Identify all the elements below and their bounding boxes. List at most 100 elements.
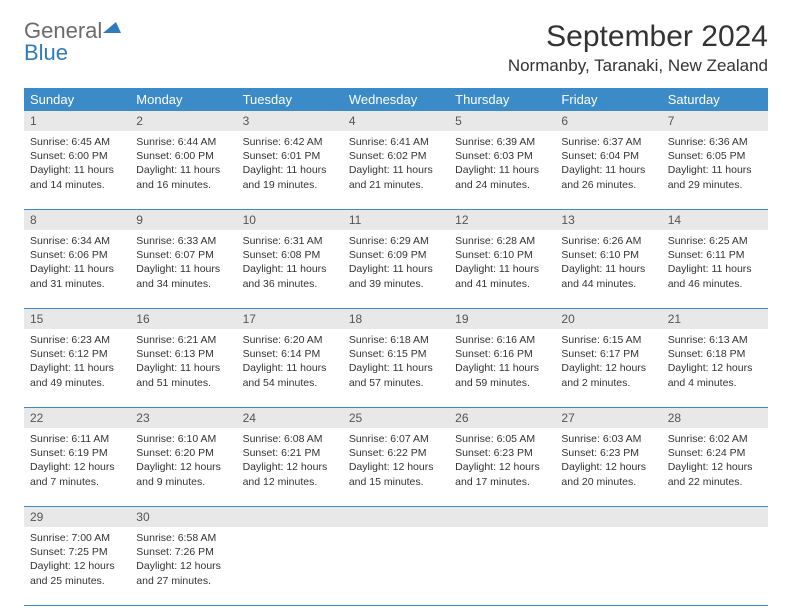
sunset: Sunset: 6:06 PM: [30, 248, 124, 262]
day-number: 1: [24, 111, 130, 131]
day-details: Sunrise: 6:26 AMSunset: 6:10 PMDaylight:…: [561, 234, 655, 291]
logo: General Blue: [24, 20, 121, 64]
empty-cell: [662, 527, 768, 605]
sunrise: Sunrise: 6:18 AM: [349, 333, 443, 347]
empty-cell: [237, 527, 343, 605]
daylight-line1: Daylight: 11 hours: [668, 163, 762, 177]
daylight-line1: Daylight: 11 hours: [30, 361, 124, 375]
daynum-row: 2930: [24, 507, 768, 527]
daylight-line1: Daylight: 11 hours: [455, 262, 549, 276]
sunrise: Sunrise: 6:39 AM: [455, 135, 549, 149]
location: Normanby, Taranaki, New Zealand: [508, 56, 768, 76]
sunrise: Sunrise: 6:26 AM: [561, 234, 655, 248]
daylight-line1: Daylight: 11 hours: [30, 163, 124, 177]
daylight-line2: and 29 minutes.: [668, 178, 762, 192]
daylight-line2: and 49 minutes.: [30, 376, 124, 390]
sunrise: Sunrise: 6:33 AM: [136, 234, 230, 248]
day-number: 13: [555, 210, 661, 230]
empty-cell: [449, 527, 555, 605]
day-number: 10: [237, 210, 343, 230]
daylight-line1: Daylight: 11 hours: [243, 163, 337, 177]
sunset: Sunset: 6:19 PM: [30, 446, 124, 460]
day-cell: Sunrise: 6:58 AMSunset: 7:26 PMDaylight:…: [130, 527, 236, 605]
daylight-line1: Daylight: 11 hours: [243, 361, 337, 375]
daylight-line2: and 19 minutes.: [243, 178, 337, 192]
empty-cell: [343, 527, 449, 605]
daylight-line2: and 15 minutes.: [349, 475, 443, 489]
sunset: Sunset: 6:18 PM: [668, 347, 762, 361]
day-header-cell: Monday: [130, 88, 236, 111]
daylight-line1: Daylight: 12 hours: [136, 460, 230, 474]
sunset: Sunset: 6:14 PM: [243, 347, 337, 361]
sunset: Sunset: 6:10 PM: [561, 248, 655, 262]
day-header-cell: Saturday: [662, 88, 768, 111]
sunset: Sunset: 6:00 PM: [136, 149, 230, 163]
day-cell: Sunrise: 6:18 AMSunset: 6:15 PMDaylight:…: [343, 329, 449, 407]
sunrise: Sunrise: 6:44 AM: [136, 135, 230, 149]
day-number: 27: [555, 408, 661, 428]
day-details: Sunrise: 6:28 AMSunset: 6:10 PMDaylight:…: [455, 234, 549, 291]
header: General Blue September 2024 Normanby, Ta…: [24, 20, 768, 76]
daylight-line1: Daylight: 11 hours: [30, 262, 124, 276]
day-number: 30: [130, 507, 236, 527]
sunrise: Sunrise: 6:08 AM: [243, 432, 337, 446]
sunrise: Sunrise: 6:15 AM: [561, 333, 655, 347]
day-details: Sunrise: 6:41 AMSunset: 6:02 PMDaylight:…: [349, 135, 443, 192]
daylight-line1: Daylight: 12 hours: [668, 361, 762, 375]
day-header-cell: Friday: [555, 88, 661, 111]
daylight-line1: Daylight: 11 hours: [561, 262, 655, 276]
daylight-line2: and 57 minutes.: [349, 376, 443, 390]
day-cell: Sunrise: 6:31 AMSunset: 6:08 PMDaylight:…: [237, 230, 343, 308]
sunrise: Sunrise: 6:21 AM: [136, 333, 230, 347]
sunrise: Sunrise: 6:37 AM: [561, 135, 655, 149]
day-number: 5: [449, 111, 555, 131]
day-cell: Sunrise: 6:33 AMSunset: 6:07 PMDaylight:…: [130, 230, 236, 308]
sunset: Sunset: 6:12 PM: [30, 347, 124, 361]
day-details: Sunrise: 6:45 AMSunset: 6:00 PMDaylight:…: [30, 135, 124, 192]
day-details: Sunrise: 7:00 AMSunset: 7:25 PMDaylight:…: [30, 531, 124, 588]
sunrise: Sunrise: 6:36 AM: [668, 135, 762, 149]
day-number: 2: [130, 111, 236, 131]
day-number: 19: [449, 309, 555, 329]
daylight-line2: and 54 minutes.: [243, 376, 337, 390]
day-cell: Sunrise: 6:08 AMSunset: 6:21 PMDaylight:…: [237, 428, 343, 506]
week-row: Sunrise: 7:00 AMSunset: 7:25 PMDaylight:…: [24, 527, 768, 606]
day-cell: Sunrise: 6:11 AMSunset: 6:19 PMDaylight:…: [24, 428, 130, 506]
sunrise: Sunrise: 6:58 AM: [136, 531, 230, 545]
day-cell: Sunrise: 6:45 AMSunset: 6:00 PMDaylight:…: [24, 131, 130, 209]
day-details: Sunrise: 6:10 AMSunset: 6:20 PMDaylight:…: [136, 432, 230, 489]
sunset: Sunset: 6:04 PM: [561, 149, 655, 163]
daylight-line1: Daylight: 11 hours: [136, 361, 230, 375]
daylight-line1: Daylight: 12 hours: [136, 559, 230, 573]
day-details: Sunrise: 6:25 AMSunset: 6:11 PMDaylight:…: [668, 234, 762, 291]
sunset: Sunset: 6:20 PM: [136, 446, 230, 460]
day-cell: Sunrise: 6:03 AMSunset: 6:23 PMDaylight:…: [555, 428, 661, 506]
day-details: Sunrise: 6:16 AMSunset: 6:16 PMDaylight:…: [455, 333, 549, 390]
day-details: Sunrise: 6:13 AMSunset: 6:18 PMDaylight:…: [668, 333, 762, 390]
day-header-cell: Thursday: [449, 88, 555, 111]
day-number: 22: [24, 408, 130, 428]
sunset: Sunset: 6:05 PM: [668, 149, 762, 163]
day-details: Sunrise: 6:21 AMSunset: 6:13 PMDaylight:…: [136, 333, 230, 390]
day-details: Sunrise: 6:03 AMSunset: 6:23 PMDaylight:…: [561, 432, 655, 489]
daylight-line2: and 31 minutes.: [30, 277, 124, 291]
day-details: Sunrise: 6:36 AMSunset: 6:05 PMDaylight:…: [668, 135, 762, 192]
logo-blue: Blue: [24, 40, 68, 65]
sunrise: Sunrise: 6:11 AM: [30, 432, 124, 446]
daylight-line2: and 12 minutes.: [243, 475, 337, 489]
daylight-line1: Daylight: 12 hours: [30, 559, 124, 573]
day-details: Sunrise: 6:39 AMSunset: 6:03 PMDaylight:…: [455, 135, 549, 192]
daylight-line1: Daylight: 11 hours: [136, 163, 230, 177]
day-details: Sunrise: 6:18 AMSunset: 6:15 PMDaylight:…: [349, 333, 443, 390]
calendar: SundayMondayTuesdayWednesdayThursdayFrid…: [24, 88, 768, 606]
daynum-row: 22232425262728: [24, 408, 768, 428]
sunset: Sunset: 6:11 PM: [668, 248, 762, 262]
daylight-line1: Daylight: 11 hours: [349, 361, 443, 375]
daylight-line2: and 16 minutes.: [136, 178, 230, 192]
daylight-line1: Daylight: 11 hours: [349, 163, 443, 177]
sunrise: Sunrise: 6:02 AM: [668, 432, 762, 446]
day-details: Sunrise: 6:31 AMSunset: 6:08 PMDaylight:…: [243, 234, 337, 291]
day-number: 9: [130, 210, 236, 230]
day-cell: Sunrise: 6:13 AMSunset: 6:18 PMDaylight:…: [662, 329, 768, 407]
day-number: 12: [449, 210, 555, 230]
